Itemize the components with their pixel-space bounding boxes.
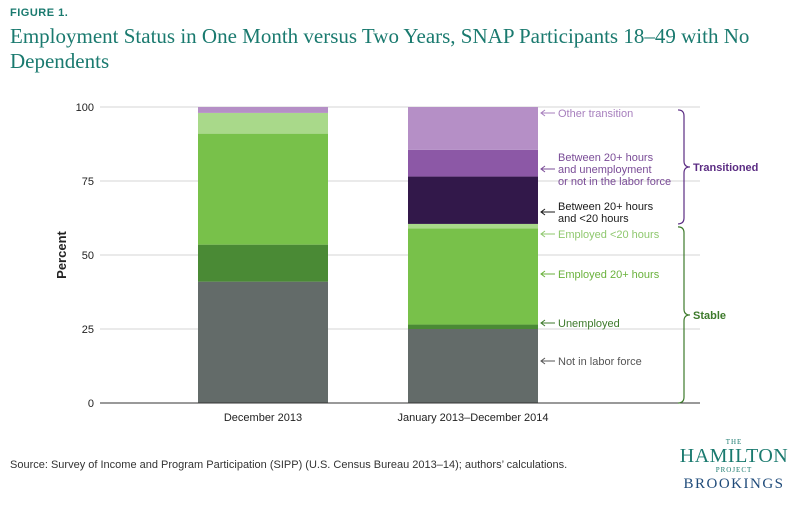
hamilton-brookings-logo: THE HAMILTON PROJECT BROOKINGS [670, 438, 798, 493]
annotation-label: Not in labor force [558, 356, 642, 368]
bar-segment [408, 324, 538, 329]
y-tick-label: 75 [82, 176, 94, 188]
annotation-label: Between 20+ hours and unemployment or not … [558, 152, 671, 188]
logo-the: THE [725, 438, 743, 446]
logo-hamilton: HAMILTON [679, 445, 789, 467]
group-label: Transitioned [693, 162, 758, 174]
bar-segment [408, 149, 538, 177]
bar-segment [198, 112, 328, 134]
bar-segment [198, 133, 328, 245]
bar-segment [408, 223, 538, 229]
y-tick-label: 100 [76, 102, 94, 114]
group-label: Stable [693, 310, 726, 322]
bar-segment [408, 329, 538, 403]
annotation-label: Other transition [558, 108, 633, 120]
x-tick-label: January 2013–December 2014 [397, 412, 548, 424]
y-tick-label: 50 [82, 250, 94, 262]
annotation-arrow [540, 357, 555, 365]
group-brace [677, 109, 691, 225]
chart-title: Employment Status in One Month versus Tw… [10, 24, 750, 73]
logo-brookings: BROOKINGS [683, 476, 785, 492]
figure-label: FIGURE 1. [10, 7, 69, 19]
bar-segment [408, 228, 538, 325]
annotation-arrow [540, 270, 555, 278]
logo-project: PROJECT [715, 466, 753, 474]
annotation-label: Employed 20+ hours [558, 269, 660, 281]
bar-segment [408, 176, 538, 224]
annotation-label: Employed <20 hours [558, 229, 660, 241]
stacked-bar-chart: 0 25 50 75 100 Percent December 2013 January 20… [54, 102, 758, 424]
y-tick-label: 0 [88, 398, 94, 410]
annotation-arrow [540, 208, 555, 216]
source-note: Source: Survey of Income and Program Par… [10, 459, 568, 471]
annotation-arrow [540, 109, 555, 117]
bar-segment [198, 107, 328, 113]
bar-segment [198, 281, 328, 403]
annotation-label: Between 20+ hours and <20 hours [558, 201, 654, 225]
annotation-label: Unemployed [558, 318, 620, 330]
bar-segment [408, 107, 538, 150]
group-brace [677, 226, 691, 404]
annotation-arrow [540, 319, 555, 327]
annotation-arrow [540, 230, 555, 238]
y-tick-label: 25 [82, 324, 94, 336]
annotation-arrow [540, 165, 555, 173]
y-axis-label: Percent [54, 230, 69, 278]
x-tick-label: December 2013 [224, 412, 302, 424]
bar-segment [198, 244, 328, 282]
